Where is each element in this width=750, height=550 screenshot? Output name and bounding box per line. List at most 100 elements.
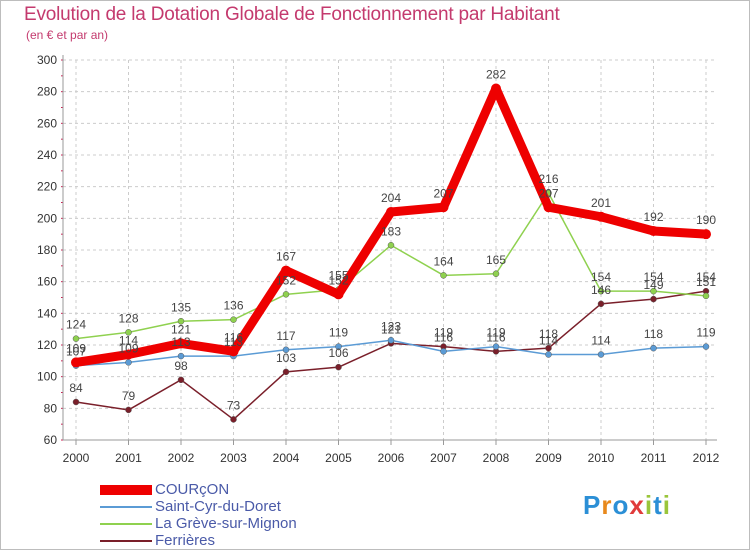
data-label-saint-cyr-du-doret: 107 [66, 345, 86, 359]
data-label-la-gr-ve-sur-mignon: 183 [381, 224, 401, 238]
data-point-saint-cyr-du-doret [650, 344, 657, 352]
proxiti-logo: Proxiti [583, 490, 671, 521]
data-label-saint-cyr-du-doret: 117 [276, 329, 295, 343]
data-point-saint-cyr-du-doret [282, 346, 290, 353]
data-label-la-gr-ve-sur-mignon: 216 [538, 172, 558, 186]
legend-label-ferrieres: Ferrières [155, 532, 216, 549]
data-label-cour-on: 207 [433, 186, 453, 200]
legend-label-saint-cyr: Saint-Cyr-du-Doret [155, 498, 281, 515]
data-point-cour-on [648, 226, 659, 236]
data-point-cour-on [333, 289, 344, 300]
data-label-saint-cyr-du-doret: 114 [539, 334, 558, 348]
data-label-la-gr-ve-sur-mignon: 154 [591, 270, 611, 284]
data-point-ferri-res [177, 376, 185, 384]
data-label-cour-on: 121 [171, 322, 191, 336]
data-label-saint-cyr-du-doret: 119 [696, 326, 715, 340]
data-point-cour-on [71, 357, 81, 368]
data-point-cour-on [228, 346, 239, 357]
data-label-cour-on: 192 [643, 210, 663, 224]
data-point-saint-cyr-du-doret [545, 351, 552, 358]
data-label-la-gr-ve-sur-mignon: 165 [486, 253, 506, 267]
y-tick-label: 260 [37, 116, 57, 130]
data-label-la-gr-ve-sur-mignon: 124 [66, 318, 86, 332]
data-point-saint-cyr-du-doret [335, 343, 342, 350]
data-label-ferri-res: 98 [174, 359, 188, 373]
logo-letter: i [644, 490, 654, 520]
x-tick-label: 2000 [63, 451, 90, 465]
data-label-la-gr-ve-sur-mignon: 128 [118, 311, 138, 325]
data-label-ferri-res: 146 [591, 283, 611, 297]
y-tick-label: 200 [37, 211, 57, 225]
y-tick-label: 140 [37, 306, 57, 320]
data-point-cour-on [701, 229, 711, 240]
axis-layer: 60 80 100 120 140 160 180 200 220 240 260 280 300 200… [37, 53, 720, 465]
y-tick-label: 80 [44, 401, 58, 415]
x-tick-label: 2009 [535, 451, 562, 465]
data-point-la-gr-ve-sur-mignon [177, 318, 185, 325]
data-point-ferri-res [545, 344, 552, 352]
y-tick-label: 100 [37, 370, 57, 384]
x-tick-label: 2010 [588, 451, 615, 465]
data-point-cour-on [491, 83, 501, 94]
data-point-cour-on [176, 338, 186, 349]
x-tick-label: 2001 [115, 451, 142, 465]
data-label-ferri-res: 79 [122, 389, 136, 403]
chart-subtitle: (en € et par an) [26, 28, 109, 42]
data-point-saint-cyr-du-doret [440, 348, 447, 355]
data-label-saint-cyr-du-doret: 123 [381, 319, 401, 333]
legend-swatch-courcon [100, 485, 152, 495]
data-point-la-gr-ve-sur-mignon [125, 329, 132, 336]
data-label-la-gr-ve-sur-mignon: 154 [643, 270, 663, 284]
data-point-la-gr-ve-sur-mignon [72, 335, 80, 342]
legend-swatch-saint-cyr [100, 506, 152, 508]
data-point-la-gr-ve-sur-mignon [492, 270, 500, 277]
data-label-ferri-res: 106 [328, 346, 348, 360]
data-label-saint-cyr-du-doret: 113 [171, 335, 190, 349]
data-label-saint-cyr-du-doret: 116 [434, 330, 453, 344]
y-tick-label: 240 [37, 148, 57, 162]
data-label-cour-on: 152 [328, 273, 348, 287]
logo-letter: r [601, 490, 613, 520]
data-label-cour-on: 190 [696, 213, 716, 227]
logo-letter: o [612, 490, 630, 520]
x-tick-label: 2004 [273, 451, 300, 465]
legend-swatch-la-greve [100, 523, 152, 525]
logo-letter: P [583, 490, 602, 520]
data-point-ferri-res [597, 300, 605, 308]
data-label-saint-cyr-du-doret: 114 [591, 334, 610, 348]
x-tick-label: 2007 [430, 451, 457, 465]
data-label-la-gr-ve-sur-mignon: 151 [696, 275, 716, 289]
data-point-la-gr-ve-sur-mignon [597, 287, 605, 295]
data-point-ferri-res [230, 416, 237, 423]
y-tick-label: 60 [44, 433, 58, 447]
data-label-ferri-res: 116 [486, 330, 505, 344]
x-tick-label: 2012 [693, 451, 720, 465]
data-point-saint-cyr-du-doret [125, 359, 132, 366]
data-point-cour-on [386, 207, 396, 217]
y-tick-label: 120 [37, 338, 57, 352]
legend-label-courcon: COURçON [155, 481, 230, 498]
series-layer [71, 83, 711, 423]
x-tick-label: 2005 [325, 451, 352, 465]
x-tick-label: 2002 [168, 451, 195, 465]
data-point-saint-cyr-du-doret [177, 352, 185, 360]
data-point-cour-on [438, 202, 449, 213]
data-point-cour-on [281, 265, 291, 276]
data-point-cour-on [543, 202, 554, 213]
data-point-saint-cyr-du-doret [597, 351, 605, 358]
x-tick-label: 2008 [483, 451, 510, 465]
data-point-la-gr-ve-sur-mignon [230, 316, 237, 323]
data-label-cour-on: 167 [276, 250, 296, 264]
data-point-cour-on [123, 349, 134, 360]
legend-label-la-greve: La Grève-sur-Mignon [155, 515, 297, 532]
data-label-saint-cyr-du-doret: 119 [329, 326, 348, 340]
data-point-ferri-res [282, 368, 290, 376]
data-label-ferri-res: 154 [696, 270, 716, 284]
data-point-saint-cyr-du-doret [702, 343, 710, 350]
data-label-ferri-res: 73 [227, 398, 241, 412]
data-point-cour-on [596, 211, 606, 222]
data-label-cour-on: 116 [224, 330, 243, 344]
x-tick-label: 2006 [378, 451, 405, 465]
data-label-ferri-res: 121 [381, 322, 401, 336]
